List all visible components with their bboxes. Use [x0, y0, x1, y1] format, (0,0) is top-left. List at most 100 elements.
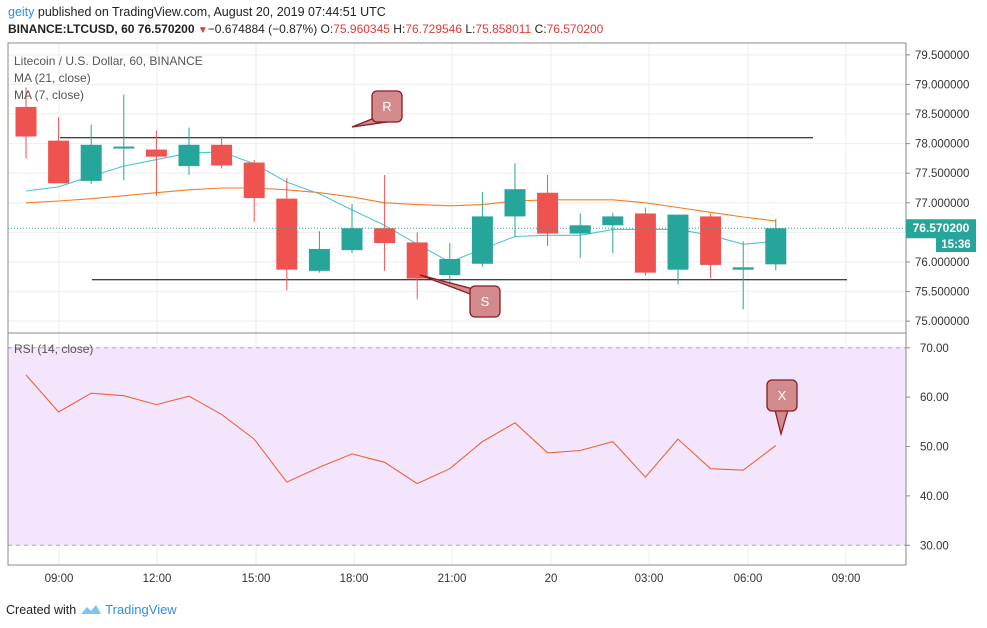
candle [308, 231, 330, 273]
price-tick-label: 75.500000 [915, 287, 969, 299]
price-tick-label: 78.500000 [915, 109, 969, 121]
countdown-box [936, 235, 976, 252]
chart-header: geity published on TradingView.com, Augu… [0, 0, 987, 42]
candle-body [634, 213, 656, 273]
candle [471, 192, 493, 267]
candle [700, 213, 722, 278]
time-tick-label: 20 [545, 573, 558, 585]
candle-body [537, 192, 559, 234]
ma7-legend: MA (7, close) [14, 88, 84, 102]
candle [48, 116, 70, 184]
candle-body [732, 267, 754, 270]
candle [243, 160, 265, 222]
candle [634, 207, 656, 276]
time-axis-ticks: 09:00 12:00 15:00 18:00 21:00 20 03:00 06:00 09:… [45, 573, 861, 585]
rsi-band-lines [8, 347, 906, 546]
publish-info: geity published on TradingView.com, Augu… [8, 5, 386, 19]
price-tick-label: 78.000000 [915, 139, 969, 151]
candle [406, 232, 428, 300]
time-tick-label: 09:00 [45, 573, 74, 585]
candle [765, 218, 787, 271]
price-tick-label: 75.000000 [915, 316, 969, 328]
rsi-tick-label: 60.00 [920, 392, 949, 404]
time-tick-label: 21:00 [438, 573, 467, 585]
candle [113, 94, 135, 181]
time-tick-label: 15:00 [242, 573, 271, 585]
candle-body [211, 144, 233, 166]
resistance-callout-box [371, 90, 403, 123]
price-tick-label: 79.000000 [915, 79, 969, 91]
candle [569, 213, 591, 258]
candle [15, 87, 37, 159]
time-tick-label: 09:00 [832, 573, 861, 585]
ma7-line [25, 151, 776, 263]
high-label: H: [393, 22, 406, 36]
time-tick-label: 18:00 [340, 573, 369, 585]
tradingview-logo-icon [80, 605, 101, 614]
candle-body [276, 198, 298, 270]
candle-body [374, 228, 396, 244]
last-price: 76.570200 [137, 22, 195, 36]
rsi-tick-label: 70.00 [920, 343, 949, 355]
rsi-axis-ticks: 30.00 40.00 50.00 60.00 70.00 [906, 343, 949, 552]
candle-body [504, 189, 526, 217]
rsi-callout[interactable]: X [766, 379, 798, 437]
chart-title: Litecoin / U.S. Dollar, 60, BINANCE [14, 54, 203, 68]
candle [374, 174, 396, 271]
candle [341, 203, 363, 254]
rsi-legend: RSI (14, close) [14, 342, 93, 356]
support-callout-pointer [419, 274, 480, 299]
high-value: 76.729546 [405, 22, 463, 36]
ohlc-line: BINANCE:LTCUSD, 60 76.570200 ▼−0.674884 … [8, 22, 603, 36]
candle-body [178, 144, 200, 167]
ma21-series [25, 187, 776, 222]
open-value: 75.960345 [333, 22, 390, 36]
tradingview-brand[interactable]: TradingView [105, 602, 177, 617]
candle-body [700, 216, 722, 265]
time-tick-label: 03:00 [635, 573, 664, 585]
countdown-value: 15:36 [941, 239, 970, 251]
price-grid [8, 43, 906, 333]
rsi-callout-label: X [778, 388, 787, 403]
ma21-legend: MA (21, close) [14, 71, 91, 85]
candle [602, 212, 624, 254]
candle-body [471, 216, 493, 264]
candle [504, 163, 526, 238]
candle-body [569, 225, 591, 234]
support-callout[interactable]: S [419, 274, 501, 318]
price-badge-value: 76.570200 [913, 221, 970, 235]
price-tick-label: 79.500000 [915, 50, 969, 62]
candle [667, 214, 689, 285]
candle-body [765, 228, 787, 265]
price-change: −0.674884 (−0.87%) [207, 22, 318, 36]
created-with-text: Created with [6, 603, 77, 617]
footer: Created with TradingView [6, 602, 177, 617]
resistance-callout-label: R [382, 99, 391, 114]
price-badge-box [906, 219, 976, 239]
price-tick-label: 77.000000 [915, 198, 969, 210]
symbol-label: BINANCE:LTCUSD, 60 [8, 22, 135, 36]
down-arrow-icon: ▼ [197, 25, 208, 36]
candle [276, 177, 298, 291]
time-tick-label: 12:00 [143, 573, 172, 585]
chart-canvas[interactable]: R S X Litecoin / U.S. Dollar, 60, BINANC… [0, 0, 987, 600]
rsi-line [25, 374, 777, 485]
support-callout-box [469, 285, 501, 318]
author-name[interactable]: geity [8, 5, 35, 19]
ma21-line [25, 187, 776, 222]
candle-body [406, 242, 428, 279]
candle [439, 243, 461, 286]
candle-body [48, 140, 70, 184]
rsi-tick-label: 50.00 [920, 442, 949, 454]
candle [732, 241, 754, 310]
candle-body [113, 146, 135, 149]
time-tick-label: 06:00 [734, 573, 763, 585]
resistance-callout[interactable]: R [351, 90, 403, 128]
candle [145, 130, 167, 196]
low-value: 75.858011 [475, 22, 532, 36]
candle-body [243, 162, 265, 199]
candle-body [602, 216, 624, 226]
candle [537, 174, 559, 246]
price-badge: 76.570200 15:36 [906, 219, 976, 252]
candle [80, 124, 102, 184]
